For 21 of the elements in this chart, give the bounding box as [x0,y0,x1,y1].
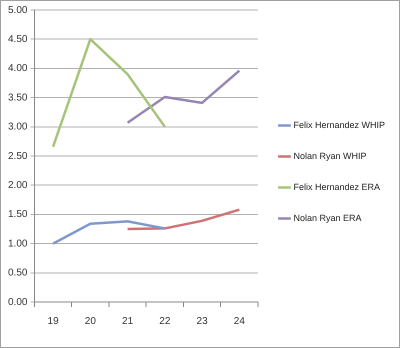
x-tick-label: 19 [48,316,60,327]
legend-label: Nolan Ryan ERA [293,212,362,223]
legend-label: Nolan Ryan WHIP [293,150,366,161]
y-tick-label: 4.50 [8,34,28,45]
y-tick-label: 0.50 [8,268,28,279]
legend-label: Felix Hernandez WHIP [293,120,385,130]
x-tick-label: 24 [234,316,246,327]
y-tick-label: 3.50 [8,92,28,104]
y-tick-label: 1.50 [8,209,28,220]
legend-label: Felix Hernandez ERA [293,182,380,192]
y-tick-label: 4.00 [8,63,28,74]
y-tick-label: 1.00 [8,238,28,250]
y-tick-label: 2.00 [8,180,28,191]
y-tick-label: 5.00 [8,4,28,16]
x-tick-label: 20 [84,316,96,327]
y-tick-label: 0.00 [8,296,28,308]
y-tick-label: 2.50 [8,150,28,162]
x-tick-label: 21 [122,316,134,327]
x-tick-label: 22 [159,316,171,327]
x-tick-label: 23 [196,316,208,327]
y-tick-label: 3.00 [8,122,28,133]
